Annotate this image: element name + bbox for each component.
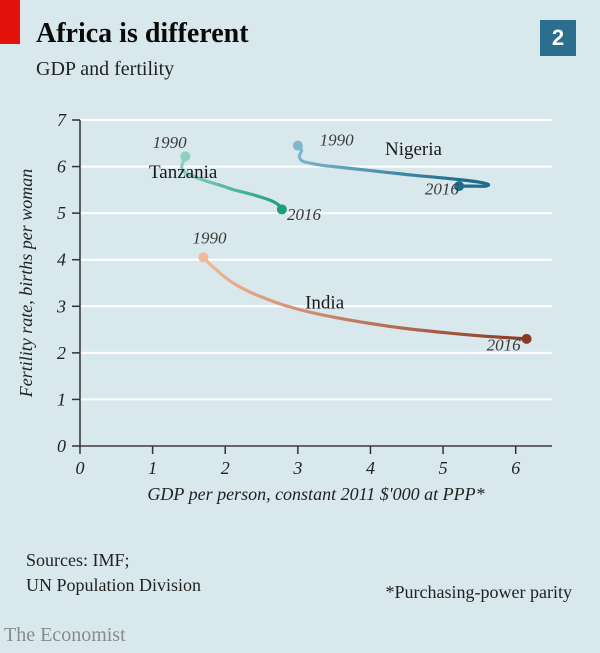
sources-text: Sources: IMF; UN Population Division: [26, 548, 201, 597]
series-start-marker-india: [198, 252, 208, 262]
figure-number-badge: 2: [540, 20, 576, 56]
year-end-india: 2016: [487, 336, 521, 355]
x-tick-label: 6: [511, 458, 520, 478]
sources-line2: UN Population Division: [26, 573, 201, 597]
y-tick-label: 4: [57, 250, 66, 270]
x-tick-label: 5: [439, 458, 448, 478]
year-start-tanzania: 1990: [153, 133, 188, 152]
chart-card: 2 Africa is different GDP and fertility …: [0, 0, 600, 653]
ppp-footnote: *Purchasing-power parity: [386, 582, 572, 603]
y-tick-label: 3: [56, 296, 66, 316]
y-tick-label: 1: [57, 389, 66, 409]
sources-line1: Sources: IMF;: [26, 548, 201, 572]
y-tick-label: 5: [57, 203, 66, 223]
chart-plot: 0 1 2 3 4 5 6 7 0 1 2 3 4 5 6 GDP per person, constant …: [10, 108, 570, 508]
y-tick-label: 7: [57, 110, 67, 130]
y-tick-label: 6: [57, 157, 66, 177]
y-axis-title: Fertility rate, births per woman: [16, 169, 36, 399]
chart-svg: 0 1 2 3 4 5 6 7 0 1 2 3 4 5 6 GDP per person, constant …: [10, 108, 570, 508]
series-line-india: [203, 257, 526, 339]
x-tick-label: 2: [221, 458, 230, 478]
x-tick-label: 4: [366, 458, 375, 478]
year-start-india: 1990: [193, 228, 228, 247]
series-start-marker-tanzania: [180, 151, 190, 161]
year-start-nigeria: 1990: [320, 131, 355, 150]
series-end-marker-tanzania: [277, 204, 287, 214]
x-axis-title: GDP per person, constant 2011 $'000 at P…: [147, 484, 484, 504]
red-accent-tab: [0, 0, 20, 44]
series-end-marker-india: [522, 334, 532, 344]
chart-title: Africa is different: [36, 18, 249, 50]
series-label-nigeria: Nigeria: [385, 139, 443, 160]
credit-text: The Economist: [4, 624, 126, 647]
x-tick-label: 1: [148, 458, 157, 478]
y-tick-label: 0: [57, 436, 66, 456]
series-label-india: India: [305, 293, 345, 314]
x-tick-label: 3: [292, 458, 302, 478]
year-end-nigeria: 2016: [425, 180, 460, 199]
chart-subtitle: GDP and fertility: [36, 58, 174, 81]
x-tick-label: 0: [76, 458, 85, 478]
year-end-tanzania: 2016: [287, 205, 322, 224]
series-start-marker-nigeria: [293, 141, 303, 151]
y-tick-label: 2: [57, 343, 66, 363]
series-label-tanzania: Tanzania: [149, 162, 218, 183]
